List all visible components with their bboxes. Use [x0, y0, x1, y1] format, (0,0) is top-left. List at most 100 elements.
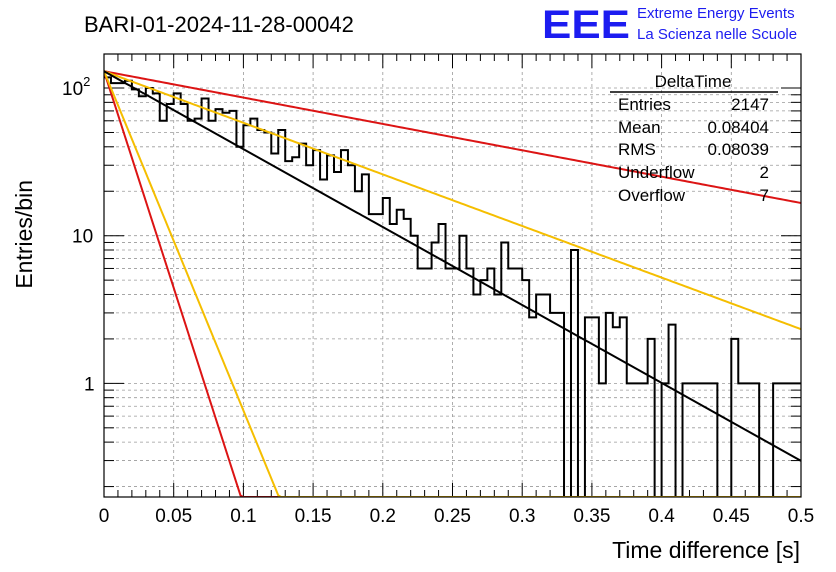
fast-fit-orange: [104, 70, 801, 497]
y-tick-labels: 102 10 1: [62, 74, 95, 395]
x-tick-labels: 0 0.05 0.1 0.15 0.2 0.25 0.3 0.35 0.4 0.45 0.5: [99, 506, 815, 527]
eee-logo: EEE: [542, 3, 630, 47]
histogram-bin: [787, 383, 794, 497]
histogram-bin: [425, 268, 432, 497]
slow-fit-orange: [104, 70, 801, 331]
histogram-bin: [313, 150, 320, 497]
stats-box: DeltaTime Entries 2147 Mean 0.08404 RMS …: [610, 72, 778, 205]
chart-title: BARI-01-2024-11-28-00042: [84, 12, 354, 37]
histogram-bin: [278, 130, 285, 497]
histogram-bin: [257, 130, 264, 497]
histogram-outline: [104, 76, 801, 497]
y-tick-label: 1: [84, 374, 95, 395]
histogram-bin: [299, 144, 306, 497]
histogram-bin: [710, 383, 717, 497]
histogram-bin: [104, 77, 111, 497]
histogram-bin: [390, 224, 397, 497]
histogram-bin: [613, 327, 620, 497]
x-tick-label: 0.05: [155, 506, 192, 527]
histogram-bin: [264, 132, 271, 497]
x-tick-label: 0.25: [434, 506, 471, 527]
stats-value-entries: 2147: [731, 95, 769, 114]
histogram-bin: [439, 224, 446, 497]
x-tick-label: 0.2: [370, 506, 396, 527]
histogram-bin: [397, 210, 404, 497]
histogram-bin: [662, 383, 669, 497]
stats-label-overflow: Overflow: [618, 186, 686, 205]
fit-curves: [104, 70, 801, 497]
y-axis-label: Entries/bin: [11, 180, 37, 289]
histogram-bin: [669, 325, 676, 497]
stats-value-overflow: 7: [760, 186, 769, 205]
histogram-bin: [243, 125, 250, 497]
histogram-bin: [536, 294, 543, 497]
histogram-bin: [752, 383, 759, 497]
histogram-bin: [571, 250, 578, 497]
histogram-bin: [453, 268, 460, 497]
histogram-bin: [362, 174, 369, 497]
histogram-bin: [327, 155, 334, 497]
histogram-bin: [473, 294, 480, 497]
histogram-bin: [160, 121, 167, 497]
histogram-bin: [683, 383, 690, 497]
stats-label-mean: Mean: [618, 118, 661, 137]
histogram-bin: [236, 147, 243, 497]
histogram-bin: [557, 313, 564, 497]
histogram-bin: [487, 268, 494, 497]
histogram-bin: [641, 383, 648, 497]
histogram-bin: [341, 150, 348, 497]
histogram-bin: [508, 268, 515, 497]
histogram-bin: [627, 383, 634, 497]
histogram-bin: [222, 113, 229, 497]
stats-label-rms: RMS: [618, 140, 656, 159]
histogram-bin: [118, 83, 125, 497]
histogram-bin: [648, 339, 655, 497]
x-tick-label: 0.4: [648, 506, 675, 527]
x-tick-label: 0.15: [295, 506, 332, 527]
histogram-bin: [355, 191, 362, 497]
main-fit-black: [104, 70, 801, 462]
x-tick-label: 0: [99, 506, 110, 527]
histogram-bin: [209, 121, 216, 497]
histogram-bin: [432, 242, 439, 497]
histogram-bin: [494, 294, 501, 497]
histogram-bin: [369, 214, 376, 497]
x-tick-label: 0.1: [230, 506, 256, 527]
histogram-bin: [383, 198, 390, 497]
histogram-bin: [780, 383, 787, 497]
histogram-bin: [620, 317, 627, 497]
y-tick-label: 10: [72, 227, 93, 248]
histogram-bin: [480, 280, 487, 497]
histogram: [104, 76, 801, 497]
histogram-bin: [773, 383, 780, 497]
x-tick-label: 0.3: [509, 506, 535, 527]
histogram-bin: [703, 383, 710, 497]
histogram-bin: [146, 88, 153, 497]
histogram-bin: [501, 242, 508, 497]
histogram-bin: [745, 383, 752, 497]
x-axis-label: Time difference [s]: [612, 537, 800, 563]
histogram-bin: [111, 83, 118, 497]
histogram-bin: [411, 236, 418, 497]
stats-label-entries: Entries: [618, 95, 671, 114]
histogram-bin: [794, 383, 801, 497]
histogram-bin: [132, 89, 139, 497]
histogram-bin: [634, 383, 641, 497]
histogram-bin: [306, 165, 313, 497]
histogram-bin: [550, 313, 557, 497]
histogram-bin: [696, 383, 703, 497]
histogram-bin: [334, 172, 341, 497]
histogram-bin: [320, 180, 327, 497]
stats-label-underflow: Underflow: [618, 163, 695, 182]
histogram-bin: [418, 268, 425, 497]
fast-fit-red: [104, 70, 801, 497]
histogram-bin: [167, 104, 174, 497]
histogram-bin: [529, 317, 536, 497]
histogram-bin: [599, 383, 606, 497]
histogram-bin: [404, 219, 411, 497]
histogram-bin: [153, 93, 160, 497]
x-tick-label: 0.45: [713, 506, 750, 527]
plot-frame: [103, 53, 802, 498]
histogram-bin: [292, 157, 299, 497]
